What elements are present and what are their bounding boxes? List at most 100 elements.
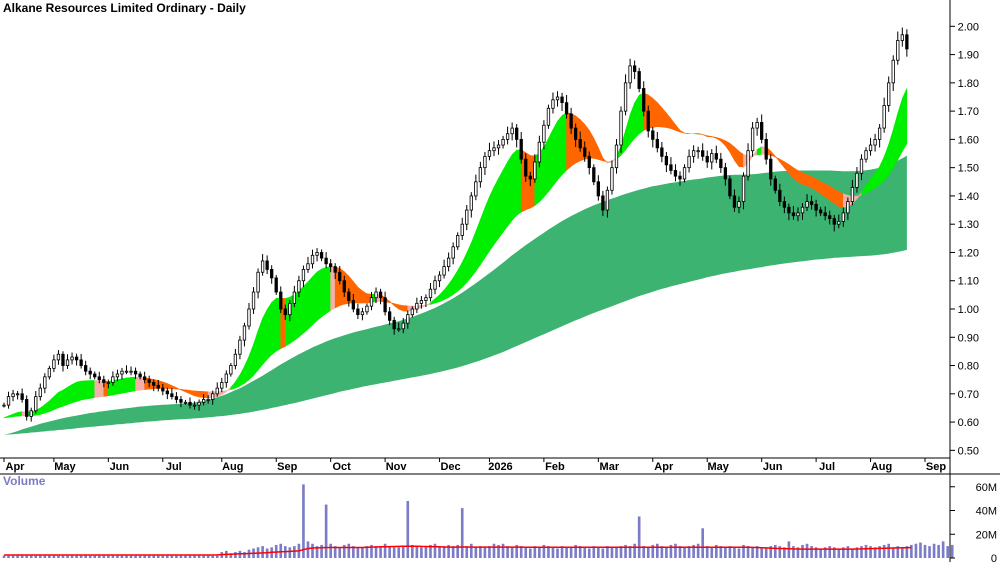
- volume-bar: [810, 546, 813, 558]
- volume-bar: [615, 547, 618, 558]
- volume-bar: [900, 547, 904, 558]
- volume-bar: [356, 547, 360, 558]
- volume-bar: [333, 546, 337, 558]
- price-tick-label: 0.70: [958, 389, 979, 401]
- volume-bar: [206, 555, 210, 558]
- volume-bar: [842, 547, 845, 558]
- candle-body: [864, 150, 868, 160]
- short-ma-band-segment: [797, 169, 803, 185]
- candle-body: [93, 373, 97, 378]
- volume-bar: [379, 547, 382, 558]
- candle-body: [265, 260, 269, 270]
- candle-body: [719, 158, 723, 169]
- candle-body: [651, 130, 655, 140]
- volume-bar: [93, 555, 97, 558]
- candle-body: [560, 96, 564, 104]
- volume-bar: [469, 543, 473, 558]
- candle-body: [70, 356, 74, 361]
- candle-body: [65, 359, 70, 366]
- candle-body: [446, 257, 451, 267]
- volume-bar: [388, 546, 391, 558]
- volume-bar: [624, 544, 627, 558]
- short-ma-band-segment: [94, 380, 100, 398]
- short-ma-band-segment: [561, 112, 567, 176]
- volume-bar: [84, 555, 87, 558]
- volume-bar: [447, 544, 450, 558]
- volume-bar: [29, 555, 33, 558]
- volume-bar: [919, 542, 922, 558]
- price-panel: [2, 27, 909, 435]
- month-tick-label: May: [708, 461, 730, 473]
- candle-body: [601, 195, 605, 211]
- candle-body: [623, 82, 628, 112]
- volume-bar: [628, 546, 632, 558]
- volume-bar: [342, 544, 346, 558]
- volume-bar: [261, 546, 264, 558]
- candle-body: [555, 96, 560, 101]
- volume-bar: [733, 547, 736, 558]
- volume-bar: [601, 548, 605, 558]
- candle-body: [188, 401, 192, 406]
- price-tick-label: 1.30: [958, 219, 979, 231]
- short-ma-band-segment: [330, 266, 336, 311]
- candle-body: [25, 399, 29, 417]
- volume-bar: [946, 546, 950, 558]
- month-tick-label: Feb: [545, 461, 565, 473]
- volume-bar: [683, 547, 686, 558]
- short-ma-band-segment: [738, 150, 744, 168]
- volume-bar: [302, 484, 305, 558]
- volume-bar: [7, 555, 10, 558]
- volume-bar: [415, 546, 419, 558]
- candle-body: [292, 291, 297, 304]
- month-tick-label: Sep: [277, 461, 297, 473]
- volume-bar: [143, 555, 146, 558]
- candle-body: [800, 206, 805, 214]
- candle-body: [764, 138, 768, 160]
- candle-body: [877, 127, 882, 140]
- candle-body: [238, 339, 242, 355]
- candle-body: [38, 387, 42, 398]
- candle-body: [147, 379, 151, 383]
- candle-body: [15, 393, 20, 396]
- candle-body: [43, 376, 47, 389]
- candle-body: [129, 370, 133, 373]
- candle-body: [741, 175, 746, 202]
- candle-body: [691, 150, 696, 157]
- candle-body: [723, 167, 728, 180]
- candle-body: [823, 212, 827, 217]
- candle-body: [846, 201, 850, 214]
- volume-bar: [941, 541, 945, 558]
- volume-bar: [710, 547, 714, 558]
- short-ma-band-segment: [89, 380, 96, 399]
- volume-bar: [52, 555, 56, 558]
- short-ma-band-segment: [652, 97, 658, 128]
- volume-bar: [869, 546, 872, 558]
- candle-body: [746, 150, 750, 177]
- candle-body: [283, 308, 287, 316]
- volume-bar: [329, 543, 332, 558]
- candle-body: [79, 359, 83, 366]
- candle-body: [510, 127, 514, 135]
- volume-bar: [184, 555, 187, 558]
- candle-body: [360, 311, 365, 316]
- long-ma-band-fill: [4, 155, 907, 435]
- candle-body: [515, 127, 519, 140]
- candle-body: [84, 365, 88, 372]
- price-tick-label: 0.60: [958, 417, 979, 429]
- volume-bar: [565, 547, 568, 558]
- candle-body: [737, 201, 741, 208]
- volume-bar: [311, 543, 314, 558]
- candle-body: [501, 138, 505, 146]
- price-axis: 2.00 1.90 1.80 1.70 1.60 1.50 1.40 1.30 1.20 1.10…: [950, 21, 979, 457]
- candle-body: [397, 328, 401, 331]
- volume-bar: [714, 544, 718, 558]
- volume-bar: [773, 544, 777, 558]
- month-tick-label: Jul: [166, 461, 182, 473]
- volume-bar: [61, 555, 65, 558]
- volume-bar: [746, 546, 750, 558]
- candle-body: [814, 204, 818, 211]
- volume-bar: [832, 547, 836, 558]
- candle-body: [896, 40, 900, 61]
- month-tick-label: Jun: [110, 461, 130, 473]
